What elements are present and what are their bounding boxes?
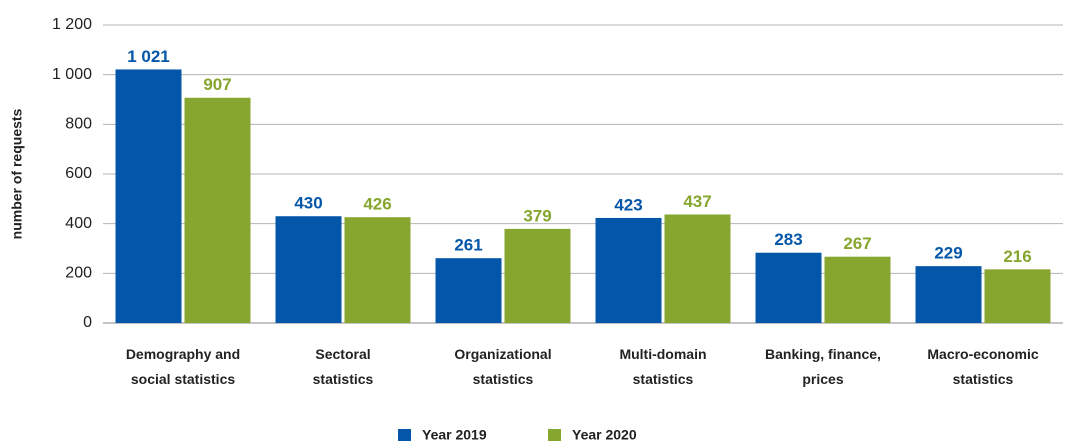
value-label: 907 [203, 75, 231, 94]
y-tick-label: 1 200 [52, 16, 92, 33]
value-label: 437 [683, 192, 711, 211]
bar [115, 69, 182, 324]
value-label: 423 [614, 195, 642, 214]
bar [504, 228, 571, 323]
bar [664, 214, 731, 323]
value-label: 267 [843, 234, 871, 253]
bar [984, 269, 1051, 323]
x-tick-label: Sectoral statistics [313, 346, 374, 387]
value-label: 379 [523, 206, 551, 225]
x-tick-label: Macro-economic statistics [927, 346, 1038, 387]
x-tick-label: Banking, finance, prices [765, 346, 881, 387]
value-label: 229 [934, 244, 962, 263]
legend-swatch [548, 429, 561, 441]
y-tick-label: 0 [83, 314, 92, 331]
value-label: 283 [774, 230, 802, 249]
y-tick-label: 400 [65, 215, 92, 232]
y-tick-label: 1 000 [52, 66, 92, 83]
legend-label: Year 2020 [572, 427, 637, 441]
y-axis-label: number of requests [9, 108, 25, 239]
bar [824, 256, 891, 323]
value-label: 1 021 [127, 47, 170, 66]
y-tick-label: 200 [65, 265, 92, 282]
value-label: 426 [363, 195, 391, 214]
bar [344, 217, 411, 323]
bar [755, 252, 822, 323]
bar [595, 217, 662, 323]
bar [915, 266, 982, 323]
x-tick-label: Multi-domain statistics [619, 346, 706, 387]
bar [184, 97, 251, 324]
value-label: 261 [454, 236, 482, 255]
legend-label: Year 2019 [422, 427, 487, 441]
x-tick-label: Organizational statistics [454, 346, 551, 387]
value-label: 216 [1003, 247, 1031, 266]
y-tick-label: 600 [65, 165, 92, 182]
value-label: 430 [294, 194, 322, 213]
y-tick-label: 800 [65, 116, 92, 133]
bar [275, 216, 342, 323]
bar [435, 258, 502, 323]
x-tick-label: Demography and social statistics [126, 346, 240, 387]
legend-swatch [398, 429, 411, 441]
